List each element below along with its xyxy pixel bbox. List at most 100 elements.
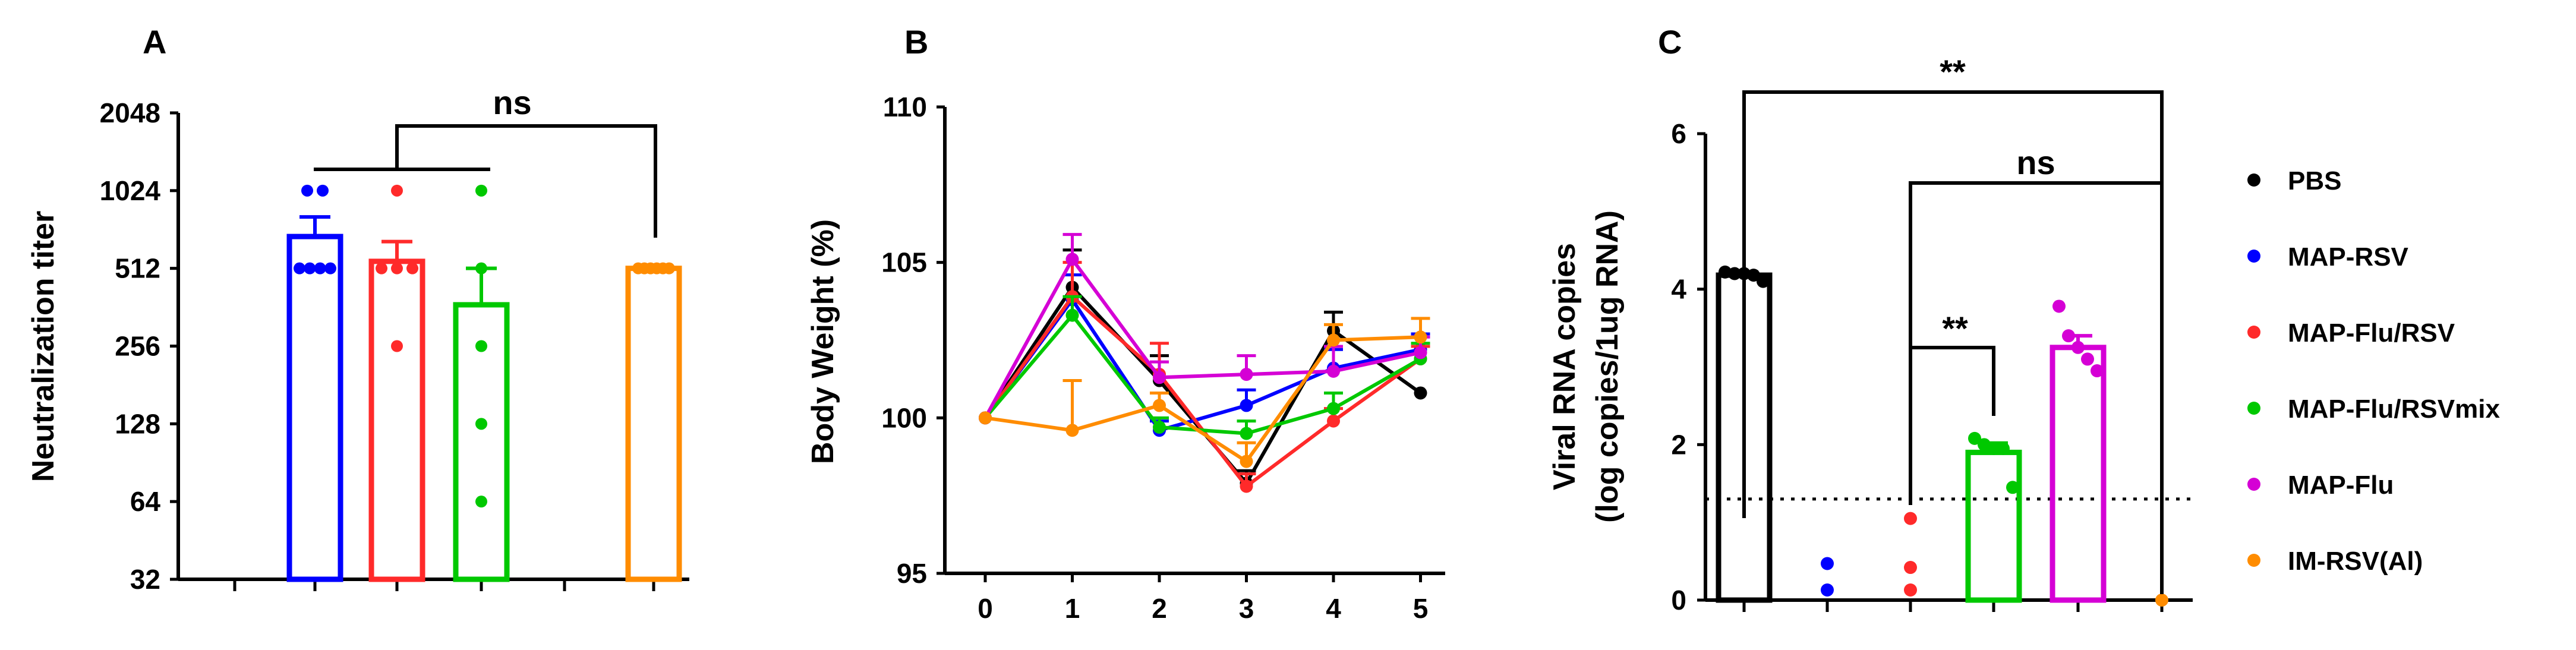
panel-a-data-point (663, 262, 675, 274)
legend-marker (2247, 173, 2260, 187)
panel-c-data-point (1904, 561, 1917, 575)
panel-c-data-point (1821, 583, 1834, 597)
panel-b-x-tick-label: 0 (978, 593, 993, 624)
legend-marker (2247, 250, 2260, 263)
panel-c-sig-bracket-outer (1742, 90, 2164, 594)
panel-b-y-tick-label: 110 (883, 91, 927, 122)
panel-b-data-point (1414, 346, 1427, 359)
panel-c-data-point (2006, 481, 2019, 494)
panel-b-x-tick-label: 4 (1326, 593, 1341, 624)
legend-label: IM-RSV(Al) (2288, 547, 2423, 576)
panel-b-data-point (1240, 427, 1253, 440)
panel-b-data-point (1065, 308, 1079, 322)
panel-a-y-tick-label: 32 (130, 564, 160, 595)
panel-b-x-ticks: 0 1 2 3 4 5 (978, 573, 1428, 624)
panel-b-series-line (983, 294, 1422, 489)
panel-c-viral-rna-chart: C 0 2 4 6 Viral RNA copies (log copies/1ug … (1547, 23, 2193, 616)
panel-c-y-tick-label: 6 (1671, 118, 1686, 149)
panel-c-y-axis-title-line2: (log copies/1ug RNA) (1590, 210, 1625, 523)
panel-b-y-ticks: 95 100 105 110 (881, 91, 945, 589)
panel-c-y-tick-label: 0 (1671, 585, 1686, 616)
panel-c-bars (1716, 265, 2168, 607)
panel-b-series-line (985, 335, 1421, 464)
panel-b-x-tick-label: 5 (1413, 593, 1429, 624)
panel-c-sig-inner: ** (1942, 310, 1968, 347)
legend-marker (2247, 402, 2260, 415)
panel-a-bar (368, 258, 425, 582)
panel-b-x-tick-label: 2 (1152, 593, 1167, 624)
panel-a-data-point (475, 418, 487, 430)
panel-b-y-axis-title: Body Weight (%) (806, 219, 840, 464)
panel-c-letter: C (1658, 23, 1682, 61)
panel-c-y-axis-title-line1: Viral RNA copies (1547, 243, 1582, 490)
panel-b-data-point (1240, 368, 1253, 381)
panel-a-data-point (391, 340, 403, 352)
legend-label: PBS (2288, 166, 2341, 195)
panel-a-bars (286, 184, 682, 582)
panel-a-sig-bracket (314, 124, 657, 238)
panel-a-data-point (391, 262, 403, 274)
panel-c-data-point (2071, 340, 2085, 354)
panel-b-x-tick-label: 3 (1239, 593, 1254, 624)
panel-a-y-tick-label: 2048 (100, 97, 160, 128)
panel-a-bar (625, 266, 682, 582)
panel-a-letter: A (143, 23, 166, 61)
panel-c-data-point (2091, 364, 2104, 378)
panel-b-data-point (1414, 330, 1427, 344)
panel-a-y-axis-title: Neutralization titer (26, 211, 61, 482)
panel-c-data-point (1968, 431, 1981, 445)
panel-c-bar (1965, 449, 2022, 603)
legend-marker (2247, 326, 2260, 339)
panel-b-y-tick-label: 95 (897, 558, 927, 589)
panel-a-data-point (376, 262, 387, 274)
panel-c-data-point (2062, 329, 2075, 343)
panel-a-data-point (301, 184, 313, 197)
panel-a-data-point (475, 340, 487, 352)
panel-a-data-point (475, 496, 487, 508)
legend-marker (2247, 478, 2260, 491)
panel-a-data-point (294, 262, 305, 274)
panel-b-data-point (1240, 455, 1253, 468)
legend: PBS MAP-RSV MAP-Flu/RSV MAP-Flu/RSVmix MAP-F… (2247, 166, 2500, 576)
panel-c-data-point (2155, 594, 2168, 607)
panel-c-data-point (2052, 299, 2066, 313)
panel-b-data-point (1327, 364, 1340, 378)
panel-c-sig-bracket-middle (1909, 181, 2162, 505)
panel-a-data-point (475, 262, 487, 274)
panel-c-data-point (1747, 269, 1760, 282)
panel-b-data-point (1240, 479, 1253, 493)
panel-a-data-point (314, 262, 326, 274)
panel-a-data-point (475, 184, 487, 197)
panel-a-data-point (406, 262, 418, 274)
legend-label: MAP-Flu (2288, 471, 2394, 500)
panel-b-x-tick-label: 1 (1065, 593, 1080, 624)
panel-b-series-line (983, 284, 1422, 487)
panel-a-data-point (324, 262, 336, 274)
panel-b-data-point (1153, 371, 1166, 384)
panel-c-sig-outer: ** (1940, 53, 1966, 90)
panel-a-y-tick-label: 1024 (100, 175, 161, 206)
panel-a-data-point (317, 184, 329, 197)
panel-b-body-weight-chart: B 95 100 105 110 0 1 2 3 4 5 Body Weight (%) (806, 23, 1445, 624)
panel-c-data-point (1997, 441, 2010, 455)
panel-c-data-point (1904, 512, 1917, 525)
panel-b-data-point (1153, 421, 1166, 434)
panel-a-y-tick-label: 64 (130, 486, 161, 517)
panel-a-neutralization-chart: A 32 64 128 256 512 1024 2048 Neutralization t… (26, 23, 689, 595)
panel-a-bar (286, 234, 343, 582)
panel-b-data-point (1327, 414, 1340, 428)
panel-b-series (979, 233, 1430, 493)
legend-label: MAP-Flu/RSV (2288, 318, 2455, 348)
panel-b-data-point (1065, 424, 1079, 437)
panel-a-y-ticks: 32 64 128 256 512 1024 2048 (100, 97, 178, 595)
panel-c-y-ticks: 0 2 4 6 (1671, 118, 1705, 616)
panel-a-sig-label: ns (493, 84, 531, 121)
panel-c-data-point (1821, 557, 1834, 570)
panel-b-data-point (979, 411, 992, 425)
panel-a-y-tick-label: 256 (115, 331, 160, 362)
legend-label: MAP-Flu/RSVmix (2288, 395, 2500, 424)
panel-b-data-point (1153, 399, 1166, 412)
panel-c-sig-middle: ns (2016, 144, 2055, 181)
panel-c-data-point (1904, 583, 1917, 597)
